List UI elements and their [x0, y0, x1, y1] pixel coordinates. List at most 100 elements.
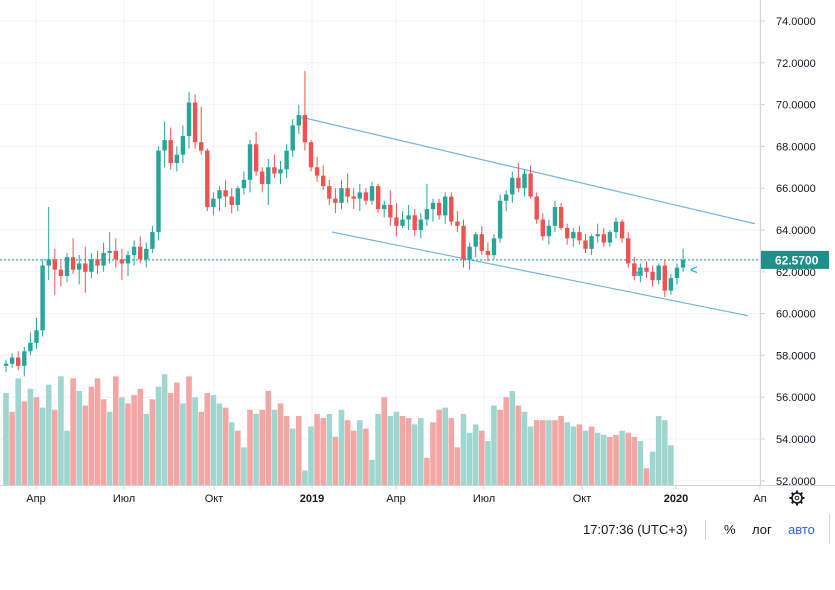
volume-bar: [375, 413, 381, 485]
volume-bar: [131, 395, 137, 485]
price-axis[interactable]: 74.0000 72.0000 70.0000 68.0000 66.0000 64.00…: [760, 16, 816, 488]
volume-bar: [497, 409, 503, 485]
candle-body: [369, 186, 375, 201]
volume-bar: [363, 428, 369, 485]
candle-body: [668, 278, 674, 291]
volume-bar: [472, 424, 479, 485]
trend-channel[interactable]: [300, 116, 756, 317]
candle-body: [9, 357, 15, 364]
volume-bar: [9, 411, 15, 485]
annotation-arrow: <: [632, 264, 645, 282]
volume-bar: [570, 426, 577, 485]
chart-canvas[interactable]: < < 74.0000 72.0000 70.0000 68.0000 66.0000 64…: [0, 0, 835, 512]
candle-body: [388, 204, 393, 218]
toolbar-edge: [829, 514, 835, 544]
candle-body: [662, 265, 667, 291]
candle-body: [552, 207, 558, 226]
candle-body: [77, 263, 82, 270]
price-tick-label: 54.0000: [776, 434, 816, 446]
candle-body: [394, 217, 399, 226]
candle-body: [229, 196, 234, 205]
volume-bar: [314, 413, 320, 485]
candle-body: [558, 207, 564, 228]
candle-body: [674, 267, 680, 279]
time-tick-label: 2019: [300, 493, 324, 505]
time-axis[interactable]: Апр Июл Окт 2019 Апр Июл Окт 2020 Ап: [26, 485, 767, 505]
candle-body: [64, 257, 70, 276]
volume-bar: [283, 416, 290, 485]
candle-body: [382, 204, 387, 210]
candle-body: [199, 142, 204, 151]
gear-hub: [794, 495, 800, 501]
candle-body: [412, 215, 417, 230]
candle-body: [467, 246, 472, 260]
volume-bar: [436, 409, 442, 485]
percent-scale-toggle[interactable]: %: [724, 522, 736, 537]
volume-bar: [655, 416, 662, 485]
candle-body: [619, 221, 625, 239]
candle-body: [205, 150, 210, 208]
candle-body: [430, 202, 436, 210]
volume-bar: [381, 397, 387, 485]
volume-bar: [344, 420, 351, 485]
volume-bar: [52, 409, 58, 485]
volume-bar: [76, 390, 82, 485]
candle-body: [290, 125, 295, 151]
candle-body: [180, 135, 186, 155]
price-tick-label: 58.0000: [776, 350, 816, 362]
volume-bar: [259, 409, 265, 485]
volume-bar: [228, 422, 235, 485]
candle-body: [510, 177, 515, 195]
candle-body: [266, 167, 271, 185]
volume-bar: [637, 441, 644, 485]
volume-bar: [253, 413, 259, 485]
candle-body: [107, 250, 112, 253]
gear-icon[interactable]: [789, 490, 805, 506]
volume-bar: [411, 424, 418, 485]
volume-bar: [594, 432, 601, 485]
volume-bar: [320, 418, 326, 485]
candle-body: [192, 102, 198, 143]
candle-body: [632, 263, 637, 276]
candle-body: [363, 192, 369, 201]
candle-body: [577, 232, 582, 241]
candle-body: [83, 263, 88, 272]
candlestick-series: [3, 71, 686, 377]
candle-body: [680, 259, 686, 268]
volume-bar: [265, 390, 272, 485]
candle-body: [571, 232, 576, 239]
time-tick-label: Окт: [205, 493, 224, 505]
candle-body: [131, 246, 137, 256]
volume-bar: [454, 447, 461, 485]
volume-bar: [418, 418, 424, 485]
candle-body: [583, 240, 588, 249]
candle-body: [52, 259, 57, 270]
log-scale-toggle[interactable]: лог: [752, 522, 772, 537]
candle-body: [479, 234, 484, 251]
volume-bar: [94, 378, 101, 485]
candle-body: [522, 173, 527, 189]
auto-scale-toggle[interactable]: авто: [788, 522, 815, 537]
bottom-toolbar: 17:07:36 (UTC+3) % лог авто: [0, 512, 835, 552]
time-tick-label: Апр: [386, 493, 405, 505]
clock-timezone[interactable]: 17:07:36 (UTC+3): [583, 522, 688, 537]
candle-body: [58, 269, 64, 276]
candle-body: [284, 150, 289, 170]
volume-bar: [564, 422, 570, 485]
candle-body: [565, 227, 570, 239]
volume-bar: [180, 403, 186, 485]
candle-body: [406, 215, 411, 220]
volume-bars: [3, 374, 674, 485]
volume-bar: [649, 451, 656, 485]
candle-body: [504, 194, 509, 201]
candle-body: [138, 246, 143, 260]
volume-bar: [430, 422, 436, 485]
candle-body: [241, 179, 247, 189]
volume-bar: [350, 430, 357, 485]
candle-body: [436, 202, 442, 216]
channel-lower-line: [331, 231, 749, 317]
candle-body: [46, 259, 51, 266]
volume-bar: [137, 388, 143, 485]
volume-bar: [15, 378, 21, 485]
volume-bar: [332, 436, 339, 485]
